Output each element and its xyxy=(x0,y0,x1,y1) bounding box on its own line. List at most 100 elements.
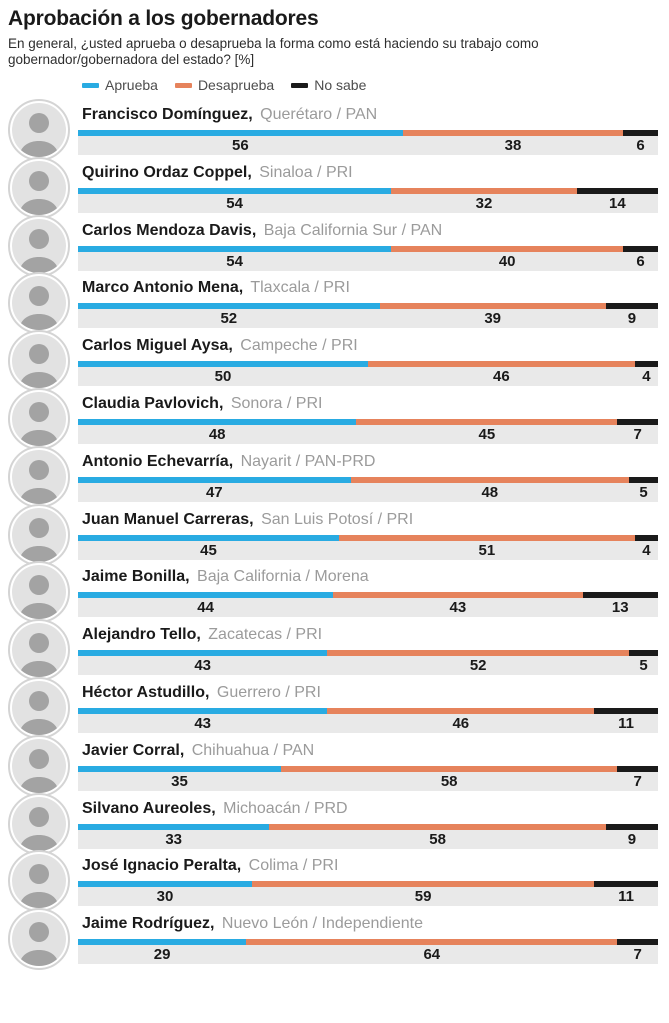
desaprueba-value: 38 xyxy=(504,137,522,154)
row-content: Javier Corral, Chihuahua / PAN 35 58 7 xyxy=(78,734,658,791)
bar-value-band: 30 59 11 xyxy=(78,887,658,907)
governor-photo xyxy=(8,503,70,566)
row-content: Juan Manuel Carreras, San Luis Potosí / … xyxy=(78,503,658,560)
person-icon xyxy=(12,276,66,331)
bar-value-band: 47 48 5 xyxy=(78,482,658,502)
no-sabe-segment xyxy=(576,187,658,194)
page-title: Aprobación a los gobernadores xyxy=(8,7,319,30)
aprueba-segment xyxy=(78,592,334,599)
row-content: Jaime Rodríguez, Nuevo León / Independie… xyxy=(78,907,658,965)
stacked-bar: 35 58 7 xyxy=(78,765,658,791)
row-content: Silvano Aureoles, Michoacán / PRD 33 58 9 xyxy=(78,792,658,849)
desaprueba-segment xyxy=(350,476,629,483)
no-sabe-segment xyxy=(605,823,658,830)
legend-label-no-sabe: No sabe xyxy=(314,77,367,93)
governor-photo xyxy=(8,676,70,739)
no-sabe-segment xyxy=(605,303,658,310)
header: Aprobación a los gobernadores En general… xyxy=(0,0,669,93)
governor-row: Antonio Echevarría, Nayarit / PAN-PRD 47… xyxy=(0,445,669,508)
person-icon xyxy=(12,738,66,793)
governor-state-party: Tlaxcala / PRI xyxy=(246,279,350,297)
legend-label-desaprueba: Desaprueba xyxy=(197,77,275,93)
governor-photo xyxy=(8,792,70,855)
bar-value-band: 54 40 6 xyxy=(78,251,658,271)
stacked-bar: 52 39 9 xyxy=(78,303,658,329)
bar-value-band: 43 52 5 xyxy=(78,656,658,676)
governor-photo xyxy=(8,156,70,219)
governor-row: Jaime Bonilla, Baja California / Morena … xyxy=(0,560,669,624)
no-sabe-value: 5 xyxy=(639,657,648,675)
bar-stripe xyxy=(78,418,658,425)
row-content: Carlos Miguel Aysa, Campeche / PRI 50 46 4 xyxy=(78,329,658,387)
desaprueba-segment xyxy=(246,939,618,946)
governor-title-line: Jaime Rodríguez, Nuevo León / Independie… xyxy=(78,907,658,939)
aprueba-value: 43 xyxy=(194,714,212,732)
governor-title-line: Francisco Domínguez, Querétaro / PAN xyxy=(78,98,658,130)
person-icon xyxy=(12,623,66,678)
stacked-bar: 45 51 4 xyxy=(78,534,658,560)
no-sabe-segment xyxy=(594,707,658,714)
governor-title-line: Jaime Bonilla, Baja California / Morena xyxy=(78,560,658,592)
person-icon xyxy=(12,218,66,273)
aprueba-value: 56 xyxy=(232,137,249,154)
no-sabe-value: 11 xyxy=(618,714,635,732)
governor-state-party: Querétaro / PAN xyxy=(255,106,378,123)
no-sabe-segment xyxy=(634,534,658,541)
governor-photo xyxy=(8,908,70,971)
no-sabe-segment xyxy=(634,361,658,368)
no-sabe-value: 5 xyxy=(639,483,648,501)
desaprueba-segment xyxy=(281,765,618,772)
stacked-bar: 50 46 4 xyxy=(78,361,658,387)
governor-title-line: Carlos Miguel Aysa, Campeche / PRI xyxy=(78,329,658,361)
governor-name: Héctor Astudillo, xyxy=(82,683,210,701)
governor-photo xyxy=(8,272,70,335)
bar-value-band: 50 46 4 xyxy=(78,367,658,387)
person-icon xyxy=(12,334,66,389)
bar-value-band: 56 38 6 xyxy=(78,136,658,155)
aprueba-swatch-icon xyxy=(82,82,99,88)
row-content: Héctor Astudillo, Guerrero / PRI 43 46 11 xyxy=(78,676,658,733)
governor-row: Javier Corral, Chihuahua / PAN 35 58 7 xyxy=(0,734,669,797)
aprueba-value: 52 xyxy=(220,310,238,328)
bar-stripe xyxy=(78,130,658,136)
governor-state-party: Zacatecas / PRI xyxy=(203,626,323,644)
governor-name: Alejandro Tello, xyxy=(82,626,201,644)
governor-name: Quirino Ordaz Coppel, xyxy=(82,163,252,181)
no-sabe-segment xyxy=(617,765,658,772)
aprueba-value: 48 xyxy=(208,425,226,443)
legend-item-aprueba: Aprueba xyxy=(82,77,158,93)
row-content: Jaime Bonilla, Baja California / Morena … xyxy=(78,560,658,618)
governor-name: Carlos Miguel Aysa, xyxy=(82,337,233,355)
governor-title-line: Silvano Aureoles, Michoacán / PRD xyxy=(78,792,658,824)
governor-title-line: Juan Manuel Carreras, San Luis Potosí / … xyxy=(78,503,658,535)
aprueba-segment xyxy=(78,939,247,946)
governor-photo xyxy=(8,387,70,450)
person-icon xyxy=(12,160,66,215)
no-sabe-value: 7 xyxy=(633,946,642,964)
bar-stripe xyxy=(78,650,658,657)
governor-name: Antonio Echevarría, xyxy=(82,452,234,470)
desaprueba-segment xyxy=(391,245,624,252)
person-icon xyxy=(12,796,66,851)
stacked-bar: 43 52 5 xyxy=(78,650,658,676)
governor-title-line: Carlos Mendoza Davis, Baja California Su… xyxy=(78,214,658,246)
governor-state-party: Baja California Sur / PAN xyxy=(259,221,443,239)
bar-value-band: 44 43 13 xyxy=(78,598,658,618)
bar-stripe xyxy=(78,939,658,946)
governor-name: Silvano Aureoles, xyxy=(82,799,216,817)
bar-stripe xyxy=(78,592,658,599)
governor-state-party: Baja California / Morena xyxy=(192,568,369,586)
governor-title-line: Antonio Echevarría, Nayarit / PAN-PRD xyxy=(78,445,658,477)
aprueba-segment xyxy=(78,476,351,483)
aprueba-segment xyxy=(78,303,380,310)
governor-title-line: Quirino Ordaz Coppel, Sinaloa / PRI xyxy=(78,156,658,188)
aprueba-value: 47 xyxy=(205,483,223,501)
desaprueba-value: 43 xyxy=(449,599,467,617)
stacked-bar: 29 64 7 xyxy=(78,939,658,965)
desaprueba-segment xyxy=(252,881,595,888)
bar-value-band: 43 46 11 xyxy=(78,713,658,733)
no-sabe-segment xyxy=(628,476,658,483)
stacked-bar: 47 48 5 xyxy=(78,476,658,502)
desaprueba-segment xyxy=(269,823,606,830)
governor-state-party: Nayarit / PAN-PRD xyxy=(236,452,376,470)
